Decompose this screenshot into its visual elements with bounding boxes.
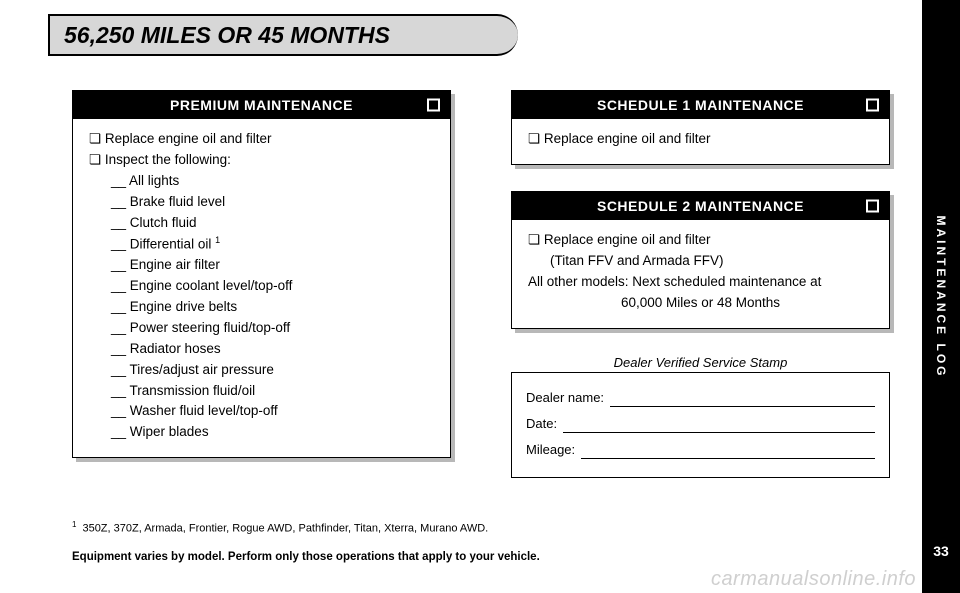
premium-item: Replace engine oil and filter — [89, 129, 434, 150]
date-line: Date: — [526, 411, 875, 437]
watermark: carmanualsonline.info — [711, 568, 916, 591]
equipment-note: Equipment varies by model. Perform only … — [72, 551, 890, 563]
dealer-stamp-section: Dealer Verified Service Stamp Dealer nam… — [511, 355, 890, 478]
premium-item: Inspect the following: — [89, 150, 434, 171]
premium-subitem: Wiper blades — [89, 422, 434, 443]
side-tab-label: MAINTENANCE LOG — [934, 215, 948, 378]
schedule2-item: All other models: Next scheduled mainten… — [528, 272, 873, 293]
date-label: Date: — [526, 411, 557, 437]
premium-subitem: Transmission fluid/oil — [89, 381, 434, 402]
dealer-name-field[interactable] — [610, 406, 875, 407]
premium-subitem: Power steering fluid/top-off — [89, 318, 434, 339]
page-title: 56,250 MILES OR 45 MONTHS — [64, 22, 390, 49]
premium-maintenance-card: PREMIUM MAINTENANCE Replace engine oil a… — [72, 90, 451, 458]
footnote-marker: 1 — [215, 235, 220, 245]
checkbox-icon[interactable] — [866, 99, 879, 112]
premium-header: PREMIUM MAINTENANCE — [73, 91, 450, 119]
schedule1-card: SCHEDULE 1 MAINTENANCE Replace engine oi… — [511, 90, 890, 165]
schedule1-body: Replace engine oil and filter — [512, 119, 889, 164]
schedule2-header: SCHEDULE 2 MAINTENANCE — [512, 192, 889, 220]
page-title-tab: 56,250 MILES OR 45 MONTHS — [48, 14, 518, 56]
checkbox-icon[interactable] — [866, 199, 879, 212]
premium-subitem: Engine air filter — [89, 255, 434, 276]
schedule2-header-text: SCHEDULE 2 MAINTENANCE — [597, 198, 804, 214]
schedule1-header-text: SCHEDULE 1 MAINTENANCE — [597, 97, 804, 113]
mileage-line: Mileage: — [526, 437, 875, 463]
footnote-text: 350Z, 370Z, Armada, Frontier, Rogue AWD,… — [82, 523, 488, 535]
left-column: PREMIUM MAINTENANCE Replace engine oil a… — [72, 90, 451, 484]
premium-subitem: Differential oil 1 — [89, 234, 434, 255]
right-column: SCHEDULE 1 MAINTENANCE Replace engine oi… — [511, 90, 890, 484]
premium-subitem: Tires/adjust air pressure — [89, 360, 434, 381]
dealer-name-label: Dealer name: — [526, 385, 604, 411]
footnote-sup: 1 — [72, 520, 76, 529]
premium-subitem: Engine drive belts — [89, 297, 434, 318]
dealer-name-line: Dealer name: — [526, 385, 875, 411]
maintenance-log-page: MAINTENANCE LOG 33 56,250 MILES OR 45 MO… — [0, 0, 960, 593]
schedule2-item: 60,000 Miles or 48 Months — [528, 293, 873, 314]
schedule2-item: (Titan FFV and Armada FFV) — [528, 251, 873, 272]
premium-subitem: Clutch fluid — [89, 213, 434, 234]
side-tab: MAINTENANCE LOG — [922, 0, 960, 593]
mileage-field[interactable] — [581, 458, 875, 459]
dealer-stamp-title: Dealer Verified Service Stamp — [511, 355, 890, 370]
checkbox-icon[interactable] — [427, 99, 440, 112]
premium-header-text: PREMIUM MAINTENANCE — [170, 97, 353, 113]
premium-subitem: Engine coolant level/top-off — [89, 276, 434, 297]
schedule1-header: SCHEDULE 1 MAINTENANCE — [512, 91, 889, 119]
schedule2-body: Replace engine oil and filter (Titan FFV… — [512, 220, 889, 328]
footnote: 1 350Z, 370Z, Armada, Frontier, Rogue AWD… — [72, 520, 890, 535]
premium-body: Replace engine oil and filter Inspect th… — [73, 119, 450, 457]
dealer-stamp-box: Dealer name: Date: Mileage: — [511, 372, 890, 478]
schedule2-item: Replace engine oil and filter — [528, 230, 873, 251]
schedule1-item: Replace engine oil and filter — [528, 129, 873, 150]
schedule2-card: SCHEDULE 2 MAINTENANCE Replace engine oi… — [511, 191, 890, 329]
premium-subitem: Washer fluid level/top-off — [89, 401, 434, 422]
premium-subitem-text: Differential oil — [111, 236, 215, 251]
premium-subitem: All lights — [89, 171, 434, 192]
mileage-label: Mileage: — [526, 437, 575, 463]
page-number: 33 — [922, 543, 960, 559]
premium-subitem: Brake fluid level — [89, 192, 434, 213]
premium-subitem: Radiator hoses — [89, 339, 434, 360]
date-field[interactable] — [563, 432, 875, 433]
